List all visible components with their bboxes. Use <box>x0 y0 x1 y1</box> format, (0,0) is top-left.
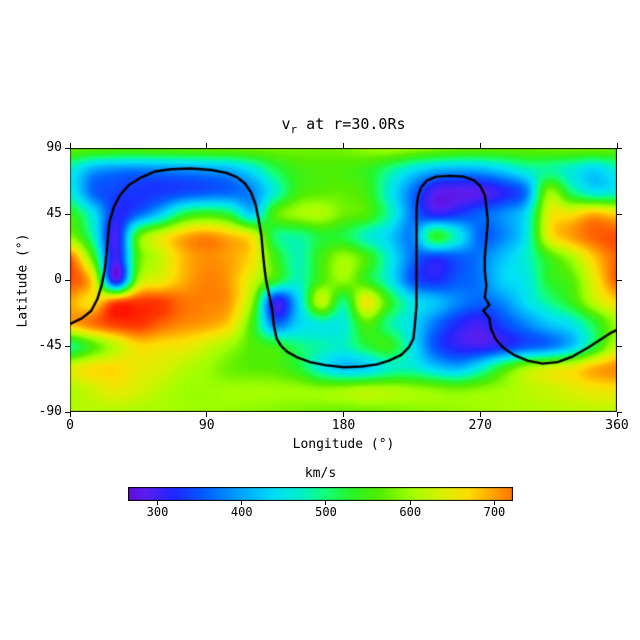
y-axis-tick <box>65 345 70 347</box>
colorbar-tick <box>156 501 158 505</box>
y-tick-label: 45 <box>46 206 62 221</box>
colorbar-tick-label: 700 <box>483 505 506 519</box>
colorbar-title: km/s <box>304 466 337 481</box>
y-axis-tick <box>617 279 622 281</box>
colorbar-tick <box>493 501 495 505</box>
x-tick-label: 270 <box>468 418 492 433</box>
y-axis-tick <box>617 213 622 215</box>
x-axis-tick <box>69 412 71 417</box>
x-axis-tick <box>206 143 208 148</box>
y-axis-tick <box>617 411 622 413</box>
heatmap-canvas <box>70 148 617 412</box>
colorbar-tick <box>409 501 411 505</box>
x-axis-tick <box>616 143 618 148</box>
x-axis-tick <box>616 412 618 417</box>
y-axis-tick <box>65 411 70 413</box>
x-axis-tick <box>343 143 344 148</box>
title-rest: at r=30.0Rs <box>297 115 406 133</box>
x-tick-label: 0 <box>66 418 74 433</box>
x-axis-tick <box>69 143 71 148</box>
colorbar-tick <box>241 501 243 505</box>
title-base: v <box>281 115 291 133</box>
x-axis-tick <box>343 412 344 417</box>
y-axis-tick <box>65 147 70 149</box>
x-axis-tick <box>479 143 481 148</box>
y-tick-label: -45 <box>38 338 62 353</box>
y-tick-label: -90 <box>38 404 62 419</box>
y-axis-tick <box>65 213 70 215</box>
y-axis-tick <box>65 279 70 281</box>
x-tick-label: 360 <box>605 418 629 433</box>
x-tick-label: 90 <box>198 418 215 433</box>
colorbar-tick <box>325 501 327 505</box>
y-axis-tick <box>617 147 622 149</box>
colorbar-tick-label: 500 <box>315 505 337 519</box>
x-axis-tick <box>479 412 481 417</box>
x-tick-label: 180 <box>331 418 356 433</box>
x-axis-tick <box>206 412 208 417</box>
title-subscript: r <box>290 123 298 136</box>
colorbar-canvas <box>128 487 513 501</box>
x-axis-title: Longitude (°) <box>292 437 395 452</box>
colorbar-tick-label: 600 <box>399 505 422 519</box>
colorbar-tick-label: 400 <box>230 505 253 519</box>
y-tick-label: 90 <box>46 140 62 155</box>
y-tick-label: 0 <box>54 272 62 287</box>
y-axis-tick <box>617 345 622 347</box>
colorbar-tick-label: 300 <box>146 505 169 519</box>
plot-title: vr at r=30.0Rs <box>70 115 617 136</box>
